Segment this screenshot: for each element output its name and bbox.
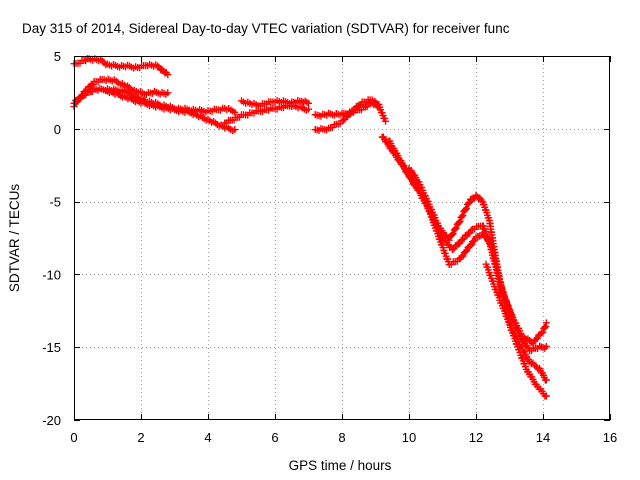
y-tick-label: 5 [54,49,61,64]
data-point [341,115,349,123]
data-point [460,235,468,243]
data-point [456,217,464,225]
data-point [467,226,475,234]
x-tick-label: 8 [338,430,345,445]
data-point [459,211,467,219]
y-tick-label: -15 [42,340,61,355]
data-point [449,246,457,254]
data-point [375,104,383,112]
data-point [542,322,550,330]
data-point [231,126,239,134]
data-point [470,237,478,245]
data-point [449,230,457,238]
series-track-8 [311,99,383,120]
data-point [459,235,467,243]
data-point [455,218,463,226]
y-axis-label: SDTVAR / TECUs [7,184,22,293]
x-tick-label: 14 [536,430,550,445]
data-point [466,242,474,250]
series-track-6 [238,97,312,110]
x-tick-label: 2 [137,430,144,445]
data-point [468,241,476,249]
data-point [456,239,464,247]
y-tick-label: -5 [49,195,61,210]
series-track-12 [482,260,550,400]
data-point [463,247,471,255]
series-track-1 [70,55,172,79]
x-tick-label: 10 [402,430,416,445]
data-point [164,89,172,97]
data-point [451,225,459,233]
series-track-11 [405,164,550,384]
data-point [452,224,460,232]
data-layer [70,55,550,400]
data-point [542,376,550,384]
data-point [533,335,541,343]
data-point [454,240,462,248]
data-point [445,236,453,244]
data-point [89,81,97,89]
data-point [542,343,550,350]
ticks: 0 2 4 6 8 10 12 14 16 -20 -15 -10 -5 0 5 [42,49,617,445]
data-point [458,253,466,261]
data-point [448,231,456,239]
data-point [541,324,549,332]
x-tick-label: 16 [603,430,617,445]
data-point [542,392,550,400]
data-point [164,71,172,79]
x-axis-label: GPS time / hours [289,458,392,473]
chart-title: Day 315 of 2014, Sidereal Day-to-day VTE… [22,21,510,36]
series-track-4 [104,87,239,135]
data-point [471,236,479,244]
x-tick-label: 0 [70,430,77,445]
y-tick-label: -20 [42,413,61,428]
x-tick-label: 12 [469,430,483,445]
data-point [542,319,550,327]
data-point [459,252,467,260]
data-point [305,99,312,107]
data-point [538,329,546,337]
data-point [462,205,470,213]
data-point [382,117,390,125]
y-tick-label: 0 [54,122,61,137]
x-tick-label: 6 [271,430,278,445]
data-point [539,328,547,336]
data-point [466,229,474,237]
data-point [305,105,312,113]
data-point [231,108,239,116]
data-point [339,116,347,124]
data-point [464,230,472,238]
y-tick-label: -10 [42,267,61,282]
data-point [450,245,458,253]
data-point [462,248,470,256]
data-point [458,212,466,220]
data-point [464,199,472,207]
data-point [463,204,471,212]
data-point [532,336,540,344]
x-tick-label: 4 [204,430,211,445]
